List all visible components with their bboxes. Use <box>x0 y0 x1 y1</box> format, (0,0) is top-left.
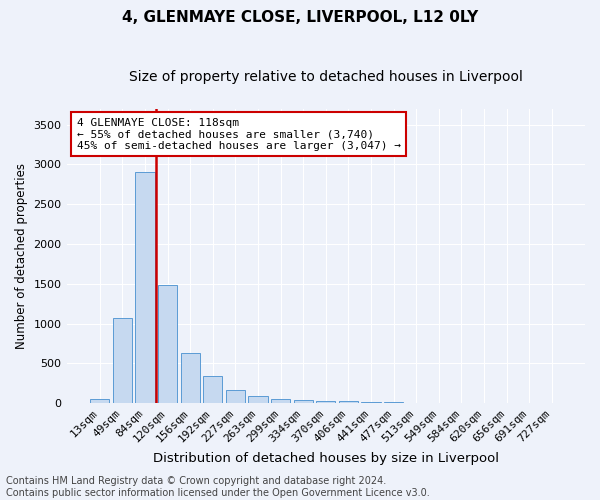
Text: Contains HM Land Registry data © Crown copyright and database right 2024.
Contai: Contains HM Land Registry data © Crown c… <box>6 476 430 498</box>
Bar <box>90 399 109 403</box>
Bar <box>361 402 380 403</box>
Text: 4 GLENMAYE CLOSE: 118sqm
← 55% of detached houses are smaller (3,740)
45% of sem: 4 GLENMAYE CLOSE: 118sqm ← 55% of detach… <box>77 118 401 151</box>
Bar <box>271 399 290 403</box>
Bar <box>113 318 132 403</box>
Bar <box>316 400 335 403</box>
Y-axis label: Number of detached properties: Number of detached properties <box>15 163 28 349</box>
Bar <box>181 353 200 403</box>
Text: 4, GLENMAYE CLOSE, LIVERPOOL, L12 0LY: 4, GLENMAYE CLOSE, LIVERPOOL, L12 0LY <box>122 10 478 25</box>
Bar <box>339 401 358 403</box>
Bar <box>248 396 268 403</box>
Bar <box>158 286 177 403</box>
Bar <box>384 402 403 403</box>
Bar <box>136 172 155 403</box>
X-axis label: Distribution of detached houses by size in Liverpool: Distribution of detached houses by size … <box>153 452 499 465</box>
Bar <box>293 400 313 403</box>
Bar <box>226 390 245 403</box>
Title: Size of property relative to detached houses in Liverpool: Size of property relative to detached ho… <box>129 70 523 84</box>
Bar <box>203 376 223 403</box>
